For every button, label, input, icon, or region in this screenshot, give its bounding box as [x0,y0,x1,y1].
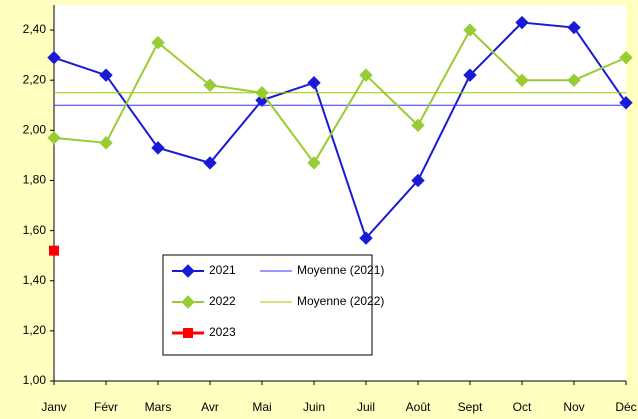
legend-marker [183,328,193,338]
y-tick-label: 1,80 [23,173,47,187]
data-point [203,156,217,170]
x-tick-label: Mars [145,400,172,414]
legend-label: Moyenne (2021) [297,263,384,277]
x-tick-label: Juin [303,400,325,414]
data-point [99,136,113,150]
data-point [619,50,633,65]
x-tick-label: Sept [458,400,483,414]
data-point [307,156,321,170]
data-point [515,15,529,30]
data-point [515,73,529,87]
y-tick-label: 2,20 [23,72,47,86]
legend-label: 2022 [209,294,236,308]
legend-marker [181,295,195,309]
legend: 2021 Moyenne (2021) 2022 Moyenne (2022) 2023 [162,254,384,356]
data-point [359,231,373,245]
y-tick-label: 1,60 [23,223,47,237]
data-point [151,141,165,155]
data-point [203,78,217,92]
data-point [463,23,477,37]
series-line [53,21,627,241]
y-tick-label: 1,20 [23,323,47,337]
data-point [411,118,425,133]
series-line [53,28,627,165]
legend-label: 2023 [209,325,236,339]
data-point [49,245,59,256]
data-point [567,73,581,87]
data-point [47,131,61,145]
legend-label: Moyenne (2022) [297,294,384,308]
y-tick-label: 1,00 [23,373,47,387]
x-tick-label: Févr [94,400,118,414]
y-tick-label: 2,00 [23,123,47,137]
data-point [463,68,477,82]
y-tick-label: 1,40 [23,273,47,287]
data-point [99,68,113,82]
data-point [151,35,165,50]
x-tick-label: Avr [201,400,219,414]
legend-marker [181,264,195,278]
data-point [359,68,373,82]
x-tick-label: Nov [563,400,584,414]
x-tick-label: Juil [357,400,375,414]
x-tick-label: Mai [252,400,271,414]
data-point [411,173,425,188]
x-tick-label: Août [406,400,431,414]
x-tick-label: Oct [513,400,532,414]
data-point [47,50,61,65]
x-tick-label: Janv [41,400,66,414]
y-tick-label: 2,40 [23,22,47,36]
x-tick-label: Déc [615,400,636,414]
legend-label: 2021 [209,263,236,277]
data-point [567,20,581,35]
data-point [307,75,321,90]
